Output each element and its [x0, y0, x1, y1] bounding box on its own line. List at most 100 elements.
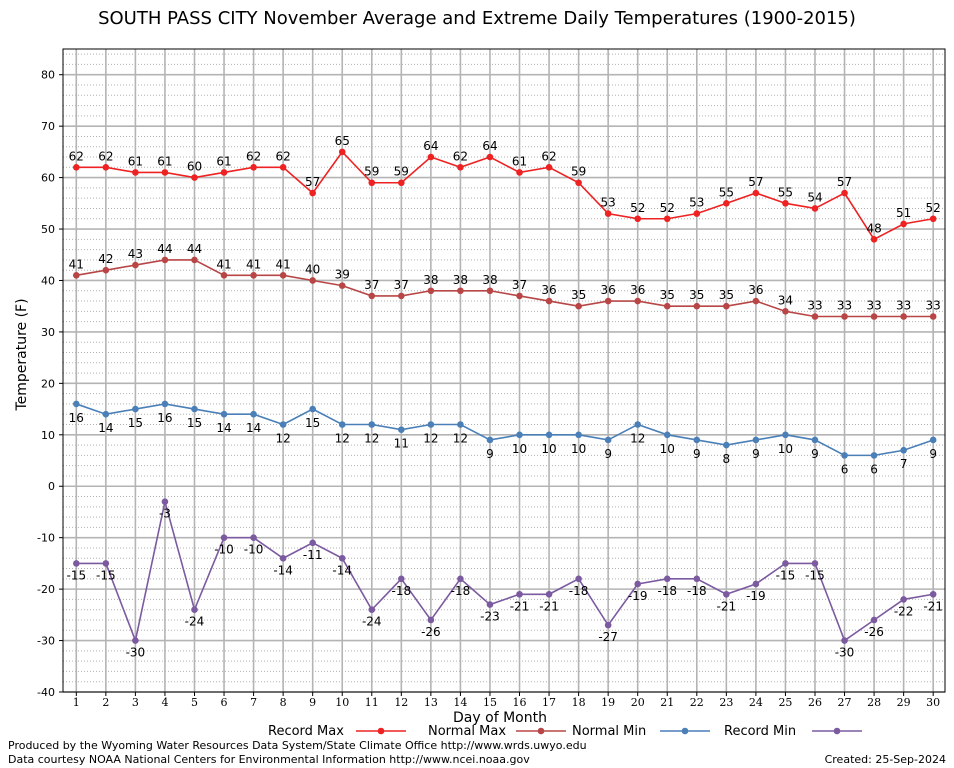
data-label: -14 — [332, 563, 352, 577]
y-tick-label: 0 — [48, 480, 55, 493]
data-label: 61 — [512, 154, 527, 168]
data-point — [338, 148, 346, 156]
data-point — [486, 436, 494, 444]
data-label: 12 — [630, 432, 645, 446]
data-point — [811, 313, 819, 320]
data-point — [870, 452, 878, 459]
data-point — [486, 287, 494, 295]
data-label: 7 — [900, 457, 908, 471]
legend-swatch-marker — [377, 727, 385, 735]
data-point — [870, 236, 878, 243]
data-label: -24 — [185, 615, 205, 629]
legend-swatch-marker — [537, 727, 545, 735]
data-label: 64 — [482, 139, 497, 153]
data-label: 14 — [216, 421, 231, 435]
series-line — [76, 259, 934, 318]
data-label: -21 — [539, 599, 559, 613]
data-label: 35 — [571, 288, 586, 302]
data-label: 62 — [98, 149, 113, 163]
x-tick-label: 13 — [424, 696, 438, 709]
data-point — [782, 200, 789, 207]
data-point — [368, 179, 376, 187]
y-tick-label: 30 — [41, 326, 55, 339]
data-label: 48 — [866, 221, 881, 235]
data-label: -30 — [835, 646, 855, 660]
data-label: 53 — [601, 196, 616, 210]
data-label: 12 — [275, 432, 290, 446]
grid — [63, 49, 945, 693]
data-label: 10 — [660, 442, 675, 456]
data-point — [575, 431, 582, 439]
data-point — [250, 534, 257, 541]
data-label: 33 — [807, 298, 822, 312]
x-tick-label: 18 — [572, 696, 586, 709]
data-label: 38 — [482, 273, 497, 287]
data-point — [457, 287, 464, 295]
legend-label: Record Min — [724, 724, 796, 739]
data-point — [604, 297, 612, 305]
data-point — [132, 405, 139, 413]
data-label: -11 — [303, 548, 323, 562]
data-label: 51 — [896, 206, 911, 220]
data-point — [693, 575, 701, 583]
data-point — [309, 189, 316, 197]
data-label: 33 — [896, 298, 911, 312]
data-label: 61 — [216, 154, 231, 168]
data-point — [752, 297, 760, 305]
data-label: 41 — [275, 257, 290, 271]
data-label: 52 — [660, 201, 675, 215]
data-point — [250, 272, 257, 279]
data-label: 54 — [807, 190, 822, 204]
data-point — [161, 498, 169, 505]
footer-credit-data: Data courtesy NOAA National Centers for … — [8, 753, 530, 766]
data-point — [634, 580, 642, 588]
data-point — [545, 164, 553, 171]
data-point — [132, 261, 139, 269]
x-tick-label: 16 — [513, 696, 527, 709]
data-label: 38 — [453, 273, 468, 287]
data-label: 38 — [423, 273, 438, 287]
data-point — [841, 313, 848, 320]
legend-label: Normal Max — [428, 724, 506, 739]
legend-item: Record Max — [268, 724, 406, 739]
x-tick-label: 17 — [542, 696, 556, 709]
legend-item: Normal Min — [572, 724, 710, 739]
data-label: 52 — [926, 201, 941, 215]
data-point — [516, 292, 523, 300]
data-point — [161, 169, 169, 176]
data-point — [132, 637, 139, 644]
data-label: 12 — [335, 432, 350, 446]
data-point — [72, 400, 80, 408]
x-tick-label: 11 — [365, 696, 379, 709]
data-label: 42 — [98, 252, 113, 266]
data-point — [604, 621, 612, 629]
data-label: 36 — [601, 283, 616, 297]
legend-item: Normal Max — [428, 724, 566, 739]
x-tick-label: 28 — [867, 696, 881, 709]
data-point — [102, 560, 110, 567]
data-point — [279, 554, 287, 562]
x-tick-label: 9 — [309, 696, 316, 709]
data-point — [309, 405, 316, 413]
data-label: 37 — [364, 278, 379, 292]
data-point — [279, 272, 287, 279]
plot-area — [63, 49, 945, 692]
footer-created-date: Created: 25-Sep-2024 — [824, 753, 946, 766]
data-point — [782, 308, 789, 315]
data-point — [723, 200, 730, 207]
data-label: 11 — [394, 437, 409, 451]
data-label: 10 — [571, 442, 586, 456]
data-label: 15 — [128, 416, 143, 430]
x-tick-label: 21 — [660, 696, 674, 709]
data-point — [427, 421, 435, 428]
data-point — [398, 292, 405, 300]
data-point — [752, 436, 760, 444]
data-label: 14 — [98, 421, 113, 435]
data-label: -15 — [66, 568, 86, 582]
data-label: -19 — [746, 589, 766, 603]
series-record-min: -15 -15 -30 -3 -24 -10 -10 -14 -11 -14 -24 -18 -26 -1… — [66, 498, 943, 660]
x-tick-label: 27 — [838, 696, 852, 709]
data-label: 15 — [187, 416, 202, 430]
data-label: 16 — [157, 411, 172, 425]
data-label: 62 — [275, 149, 290, 163]
